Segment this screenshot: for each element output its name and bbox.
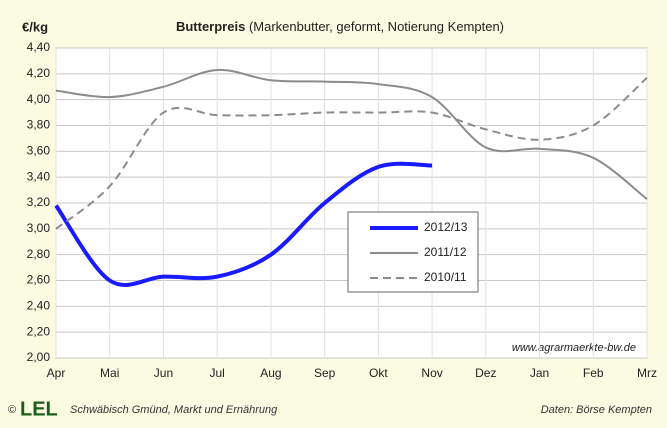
chart-title: Butterpreis (Markenbutter, geformt, Noti… <box>176 19 504 34</box>
line-series <box>54 161 433 287</box>
legend-label: 2012/13 <box>424 220 468 234</box>
y-tick-label: 3,40 <box>27 169 51 183</box>
line-series <box>55 76 648 230</box>
y-tick-label: 2,40 <box>27 299 51 313</box>
logo: LEL <box>20 398 58 420</box>
x-tick-label: Apr <box>47 366 66 380</box>
y-tick-label: 4,40 <box>27 40 51 54</box>
legend-label: 2011/12 <box>424 245 467 259</box>
annotation: www.agrarmaerkte-bw.de <box>512 342 636 354</box>
y-tick-label: 2,80 <box>27 247 51 261</box>
x-tick-label: Nov <box>421 366 442 380</box>
y-tick-label: 3,60 <box>27 144 51 158</box>
x-tick-label: Sep <box>314 366 336 380</box>
y-axis-label: €/kg <box>22 19 48 34</box>
line-series <box>55 68 648 200</box>
y-tick-label: 4,20 <box>27 66 51 80</box>
x-tick-label: Jul <box>210 366 225 380</box>
title: Butterpreis <box>176 19 245 34</box>
subtitle: (Markenbutter, geformt, Notierung Kempte… <box>249 19 504 34</box>
x-tick-label: Mai <box>100 366 119 380</box>
x-tick-label: Feb <box>583 366 604 380</box>
y-tick-label: 3,00 <box>27 221 51 235</box>
y-tick-label: 2,60 <box>27 273 51 287</box>
x-tick-label: Jan <box>530 366 549 380</box>
x-tick-label: Mrz <box>637 366 657 380</box>
x-tick-label: Jun <box>154 366 173 380</box>
footer-text: Schwäbisch Gmünd, Markt und Ernährung <box>70 404 278 416</box>
legend-label: 2010/11 <box>424 270 467 284</box>
source: Daten: Börse Kempten <box>541 404 652 416</box>
x-tick-label: Aug <box>260 366 281 380</box>
copyright: © <box>8 404 16 416</box>
y-tick-label: 3,80 <box>27 118 51 132</box>
x-tick-label: Okt <box>369 366 388 380</box>
y-tick-label: 2,20 <box>27 324 51 338</box>
y-tick-label: 3,20 <box>27 195 51 209</box>
y-tick-label: 4,00 <box>27 92 51 106</box>
legend: 2012/13 2011/12 2010/11 <box>347 211 479 293</box>
y-tick-label: 2,00 <box>27 350 51 364</box>
x-tick-label: Dez <box>475 366 496 380</box>
